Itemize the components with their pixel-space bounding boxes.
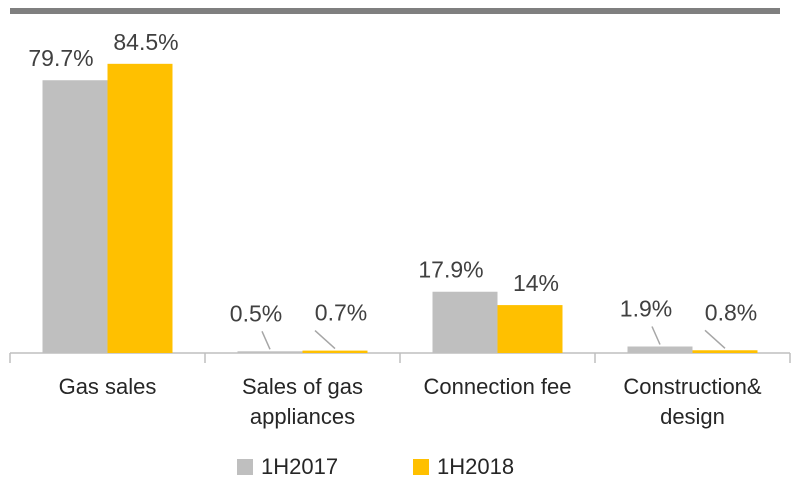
x-tick-label: Construction& design — [623, 374, 762, 429]
legend-label: 1H2017 — [261, 454, 339, 479]
data-label: 84.5% — [113, 29, 178, 55]
leader-line — [704, 329, 726, 349]
data-label: 0.5% — [230, 300, 282, 326]
legend-label: 1H2018 — [437, 454, 515, 479]
bar — [237, 351, 303, 353]
x-tick-label: Connection fee — [423, 374, 572, 399]
leader-line — [314, 330, 336, 350]
legend-swatch — [413, 459, 429, 475]
data-label: 14% — [513, 270, 559, 296]
bar — [692, 350, 758, 353]
top-rule — [10, 8, 780, 14]
legend-swatch — [237, 459, 253, 475]
data-label: 17.9% — [418, 257, 483, 283]
data-label: 0.7% — [315, 300, 367, 326]
x-tick-label: Gas sales — [58, 374, 157, 399]
data-label: 0.8% — [705, 299, 757, 325]
bar — [42, 80, 108, 353]
bar — [432, 291, 498, 353]
data-label: 1.9% — [620, 295, 672, 321]
x-tick-label: Sales of gas appliances — [241, 374, 364, 429]
legend-item: 1H2018 — [413, 454, 514, 480]
bar — [497, 305, 563, 353]
bar — [107, 63, 173, 353]
legend-item: 1H2017 — [237, 454, 338, 480]
bar — [302, 350, 368, 353]
bar — [627, 346, 693, 353]
leader-line — [261, 330, 271, 350]
data-label: 79.7% — [28, 45, 93, 71]
leader-line — [651, 326, 661, 345]
